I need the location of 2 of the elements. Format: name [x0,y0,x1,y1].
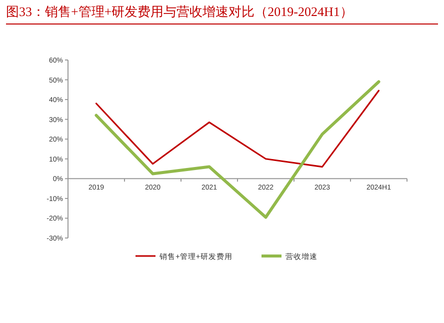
chart-title: 图33：销售+管理+研发费用与营收增速对比（2019-2024H1） [6,4,353,19]
line-series [95,90,380,168]
